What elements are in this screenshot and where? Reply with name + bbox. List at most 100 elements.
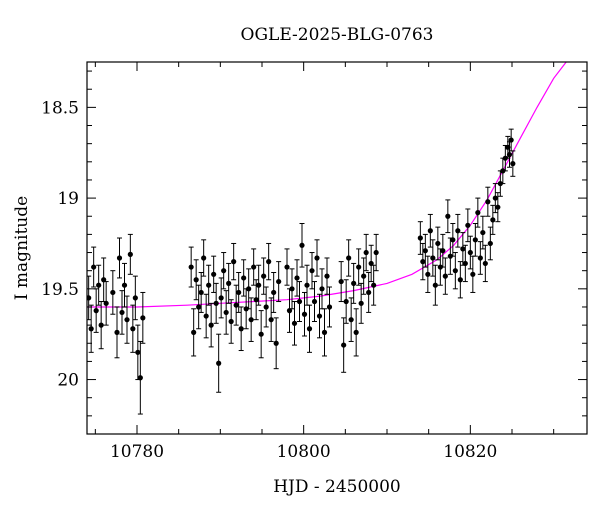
- data-marker: [455, 228, 461, 234]
- y-tick-label: 19.5: [41, 280, 79, 300]
- data-point: [268, 297, 274, 342]
- data-marker: [467, 249, 473, 256]
- data-marker: [263, 304, 269, 310]
- data-point: [472, 223, 478, 257]
- data-marker: [348, 317, 354, 323]
- data-point: [135, 324, 141, 381]
- data-point: [291, 301, 298, 346]
- data-point: [93, 288, 99, 333]
- data-marker: [338, 278, 344, 285]
- data-marker: [462, 260, 468, 267]
- data-marker: [361, 273, 367, 279]
- data-marker: [326, 304, 333, 310]
- data-point: [462, 244, 468, 283]
- data-point: [284, 248, 290, 286]
- data-marker: [198, 289, 204, 296]
- data-marker: [226, 280, 232, 286]
- data-point: [208, 302, 214, 348]
- data-marker: [193, 277, 199, 283]
- data-marker: [243, 306, 249, 312]
- data-point: [427, 213, 433, 248]
- data-marker: [306, 326, 313, 332]
- data-marker: [286, 308, 293, 314]
- data-marker: [206, 282, 212, 288]
- data-marker: [470, 271, 476, 277]
- data-point: [132, 275, 138, 321]
- data-point: [445, 199, 451, 234]
- data-marker: [246, 286, 252, 292]
- data-marker: [450, 237, 456, 243]
- data-marker: [110, 289, 116, 296]
- data-point: [457, 261, 463, 299]
- data-marker: [490, 217, 496, 223]
- data-marker: [248, 317, 254, 323]
- data-point: [309, 252, 315, 290]
- data-point: [311, 281, 318, 322]
- data-marker: [233, 302, 239, 308]
- data-marker: [98, 322, 104, 328]
- data-point: [487, 226, 493, 261]
- data-marker: [452, 268, 458, 274]
- data-point: [114, 306, 120, 359]
- data-marker: [321, 329, 328, 335]
- data-point: [510, 150, 516, 177]
- data-marker: [487, 240, 493, 247]
- data-point: [253, 279, 259, 321]
- data-marker: [324, 273, 330, 279]
- data-point: [485, 186, 491, 217]
- data-point: [241, 259, 247, 297]
- data-marker: [366, 289, 372, 296]
- data-marker: [430, 255, 436, 261]
- data-point: [286, 288, 293, 333]
- data-point: [248, 297, 254, 342]
- data-marker: [304, 282, 310, 288]
- data-marker: [273, 340, 279, 346]
- data-marker: [373, 249, 379, 256]
- data-marker: [253, 297, 259, 303]
- data-point: [495, 192, 501, 223]
- data-marker: [482, 260, 488, 267]
- data-marker: [130, 326, 136, 332]
- data-point: [470, 255, 476, 293]
- data-marker: [201, 255, 207, 261]
- data-point: [460, 232, 466, 266]
- data-marker: [510, 161, 516, 167]
- plot-frame: [86, 61, 588, 435]
- data-point: [103, 281, 109, 326]
- data-point: [203, 293, 209, 339]
- data-marker: [203, 313, 209, 319]
- data-marker: [268, 317, 274, 323]
- data-marker: [271, 289, 277, 296]
- data-marker: [316, 313, 323, 319]
- data-point: [368, 244, 374, 283]
- data-point: [353, 308, 359, 357]
- data-point: [477, 241, 483, 275]
- data-marker: [238, 326, 244, 332]
- data-marker: [218, 295, 224, 301]
- data-marker: [137, 375, 143, 381]
- data-point: [218, 277, 224, 319]
- data-point: [452, 252, 458, 290]
- data-marker: [495, 204, 501, 210]
- chart-title: OGLE-2025-BLG-0763: [241, 25, 434, 45]
- data-point: [258, 310, 264, 359]
- data-marker: [465, 222, 471, 228]
- data-marker: [358, 300, 364, 306]
- data-point: [276, 261, 282, 303]
- data-marker: [231, 259, 237, 265]
- data-marker: [343, 298, 349, 305]
- x-axis-title: HJD - 2450000: [273, 477, 401, 497]
- data-point: [304, 264, 310, 306]
- data-marker: [417, 235, 423, 241]
- data-point: [98, 301, 104, 350]
- data-point: [435, 226, 441, 261]
- data-marker: [127, 251, 133, 257]
- data-marker: [124, 317, 130, 323]
- data-marker: [442, 273, 448, 279]
- data-marker: [368, 260, 374, 267]
- data-point: [356, 248, 362, 286]
- data-point: [201, 239, 207, 277]
- data-point: [301, 291, 308, 337]
- data-marker: [301, 311, 308, 317]
